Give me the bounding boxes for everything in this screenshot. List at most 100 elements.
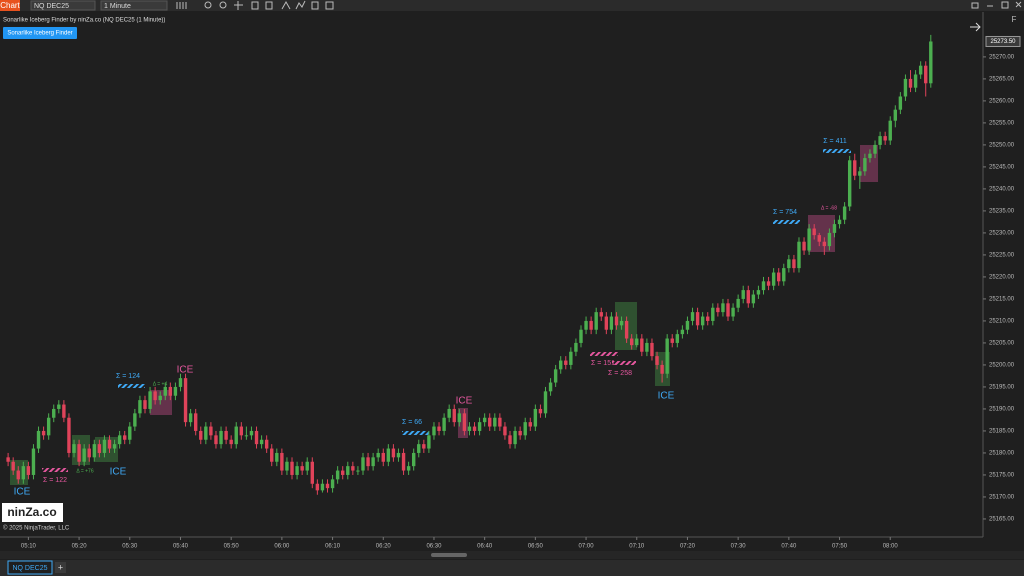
x-tick-label: 05:40 [173, 544, 189, 550]
candle-body [386, 448, 391, 462]
annotation: Δ = +4 [153, 381, 168, 387]
candle-body [123, 435, 127, 440]
scrollbar-track [0, 551, 1024, 559]
hatch-bar [612, 361, 636, 365]
indicator-button[interactable] [3, 27, 77, 39]
candle-body [249, 430, 254, 436]
candle-body [695, 312, 700, 326]
candle-body [589, 320, 593, 330]
candle-body [640, 338, 644, 352]
candle-body [559, 360, 563, 370]
candle-body [498, 417, 502, 427]
scroll-arrow[interactable] [970, 22, 981, 32]
x-tick-label: 05:10 [21, 544, 37, 550]
candle-body [315, 483, 320, 491]
logo-box [2, 503, 63, 522]
candle-body [564, 360, 568, 365]
candle-body [528, 422, 532, 427]
y-tick-label: 25200.00 [989, 363, 1015, 369]
candle-body [822, 241, 827, 247]
x-tick-label: 07:30 [731, 544, 747, 550]
candle-body [766, 281, 771, 286]
candle-body [36, 430, 41, 449]
candle-body [594, 312, 598, 330]
candle-body [401, 452, 406, 471]
interval-select[interactable] [100, 0, 168, 11]
candle-body [782, 268, 786, 282]
candle-body [335, 470, 340, 480]
candle-body [893, 109, 898, 121]
candle-body [579, 329, 583, 343]
instrument-tab[interactable] [7, 560, 53, 575]
candle-body [548, 382, 553, 392]
candle-body [280, 452, 284, 471]
candle-body [543, 391, 548, 414]
candle-body [128, 426, 132, 440]
f-button[interactable]: F [1012, 15, 1017, 24]
tab-bar [0, 560, 1024, 576]
candle-body [46, 417, 51, 436]
instrument-select[interactable] [30, 0, 96, 11]
candle-body [67, 417, 71, 453]
candle-body [270, 448, 274, 462]
candle-body [396, 452, 401, 458]
candle-body [330, 479, 335, 489]
candle-body [102, 439, 107, 453]
candle-body [325, 483, 330, 489]
candle-body [873, 144, 877, 154]
chart-tab[interactable] [0, 0, 20, 11]
candle-body [234, 426, 238, 445]
x-tick-label: 07:00 [579, 544, 595, 550]
candle-body [244, 435, 249, 437]
candle-body [690, 312, 695, 321]
candle-body [406, 466, 411, 471]
candle-body [133, 413, 137, 427]
candle-body [903, 78, 908, 97]
candle-body [670, 338, 674, 343]
candle-body [275, 452, 279, 462]
candle-body [341, 470, 345, 475]
candle-body [842, 206, 847, 220]
candle-body [624, 320, 629, 339]
candle-body [417, 444, 421, 453]
candle-body [837, 219, 842, 225]
toolbar-icons[interactable] [176, 0, 1022, 10]
y-tick-label: 25165.00 [989, 517, 1015, 523]
candle-body [924, 65, 928, 84]
candle-body [853, 160, 857, 176]
candle-body [797, 241, 801, 269]
y-tick-label: 25210.00 [989, 319, 1015, 325]
candle-body [285, 461, 289, 471]
candle-body [721, 303, 725, 313]
candle-body [52, 408, 56, 418]
candle-body [173, 386, 178, 396]
annotation: Δ = -68 [821, 205, 837, 211]
candle-body [320, 483, 325, 491]
candle-body [751, 294, 756, 304]
candle-body [726, 303, 730, 317]
candle-body [26, 466, 31, 475]
candle-body [929, 41, 933, 84]
copyright: © 2025 NinjaTrader, LLC [3, 525, 70, 532]
candle-body [219, 430, 223, 445]
last-price-tag [985, 35, 1021, 47]
candle-body [513, 430, 517, 445]
add-tab[interactable] [55, 562, 66, 573]
candle-body [163, 386, 167, 396]
candle-body [827, 232, 832, 247]
candle-body [569, 351, 573, 365]
candle-body [832, 224, 837, 233]
hatch-bar [402, 431, 429, 435]
x-tick-label: 06:30 [426, 544, 442, 550]
candle-body [57, 404, 61, 409]
candle-body [295, 466, 299, 475]
candle-body [107, 439, 112, 449]
candle-body [239, 426, 244, 436]
candle-body [427, 435, 431, 449]
scrollbar-thumb[interactable] [431, 553, 467, 557]
toolbar [0, 0, 1024, 11]
candle-body [746, 290, 750, 304]
candle-body [254, 430, 259, 445]
x-tick-label: 06:10 [325, 544, 341, 550]
candle-body [604, 316, 609, 330]
